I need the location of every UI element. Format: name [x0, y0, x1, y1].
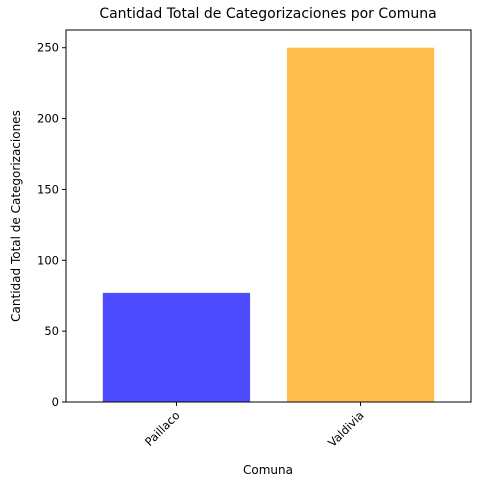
x-axis-label: Comuna [243, 463, 293, 477]
y-tick-label: 100 [37, 253, 59, 267]
bars-group [102, 47, 435, 402]
x-axis-ticks: Paillaco Valdivia [142, 402, 367, 450]
plot-frame [65, 29, 472, 403]
y-axis-ticks: 0 50 100 150 200 250 [37, 41, 66, 409]
x-tick-label: Paillaco [142, 408, 183, 449]
y-axis-label: Cantidad Total de Categorizaciones [9, 110, 23, 322]
bar-paillaco [102, 292, 251, 402]
y-tick-label: 250 [37, 41, 59, 55]
y-tick-label: 50 [44, 324, 59, 338]
x-tick-label: Valdivia [325, 408, 367, 450]
bar-valdivia [286, 47, 435, 402]
chart-title: Cantidad Total de Categorizaciones por C… [99, 6, 436, 22]
y-tick-label: 200 [37, 112, 59, 126]
y-tick-label: 150 [37, 182, 59, 196]
y-tick-label: 0 [52, 395, 59, 409]
